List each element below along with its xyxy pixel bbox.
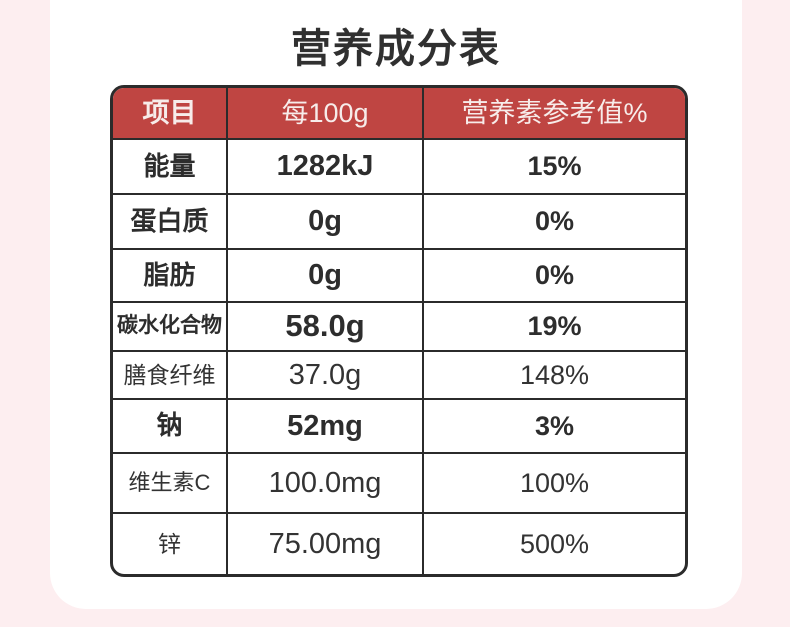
cell-nrv: 0% xyxy=(424,195,685,250)
cell-item: 维生素C xyxy=(113,454,228,514)
cell-nrv: 0% xyxy=(424,250,685,303)
cell-per100g: 58.0g xyxy=(228,303,424,352)
table-row-sodium: 钠 52mg 3% xyxy=(113,400,685,454)
content-panel: 营养成分表 项目 每100g 营养素参考值% 能量 1282kJ 15% 蛋白质… xyxy=(50,0,742,609)
table-row-fat: 脂肪 0g 0% xyxy=(113,250,685,303)
cell-nrv: 15% xyxy=(424,140,685,195)
page-title: 营养成分表 xyxy=(291,27,501,71)
table-row-zinc: 锌 75.00mg 500% xyxy=(113,514,685,574)
cell-item: 蛋白质 xyxy=(113,195,228,250)
cell-per100g: 52mg xyxy=(228,400,424,454)
cell-per100g: 0g xyxy=(228,195,424,250)
cell-per100g: 75.00mg xyxy=(228,514,424,574)
header-cell-item: 项目 xyxy=(113,88,228,140)
header-cell-per100g: 每100g xyxy=(228,88,424,140)
cell-nrv: 3% xyxy=(424,400,685,454)
cell-per100g: 0g xyxy=(228,250,424,303)
header-cell-nrv: 营养素参考值% xyxy=(424,88,685,140)
cell-item: 钠 xyxy=(113,400,228,454)
cell-nrv: 500% xyxy=(519,528,590,559)
cell-item: 碳水化合物 xyxy=(113,303,228,352)
table-row-dietary-fiber: 膳食纤维 37.0g 148% xyxy=(113,352,685,400)
cell-item: 能量 xyxy=(113,140,228,195)
table-row-protein: 蛋白质 0g 0% xyxy=(113,195,685,250)
cell-item: 锌 xyxy=(113,514,228,574)
cell-nrv: 100% xyxy=(424,454,685,514)
table-row-energy: 能量 1282kJ 15% xyxy=(113,140,685,195)
table-row-carbohydrate: 碳水化合物 58.0g 19% xyxy=(113,303,685,352)
cell-item: 脂肪 xyxy=(113,250,228,303)
cell-nrv: 19% xyxy=(424,303,685,352)
table-row-vitamin-c: 维生素C 100.0mg 100% xyxy=(113,454,685,514)
nutrition-table: 项目 每100g 营养素参考值% 能量 1282kJ 15% 蛋白质 0g 0%… xyxy=(110,85,688,577)
cell-per100g: 37.0g xyxy=(228,352,424,400)
cell-nrv: 148% xyxy=(424,352,685,400)
cell-per100g: 100.0mg xyxy=(228,454,424,514)
cell-item: 膳食纤维 xyxy=(113,352,228,400)
cell-per100g: 1282kJ xyxy=(228,140,424,195)
table-header-row: 项目 每100g 营养素参考值% xyxy=(113,88,685,140)
